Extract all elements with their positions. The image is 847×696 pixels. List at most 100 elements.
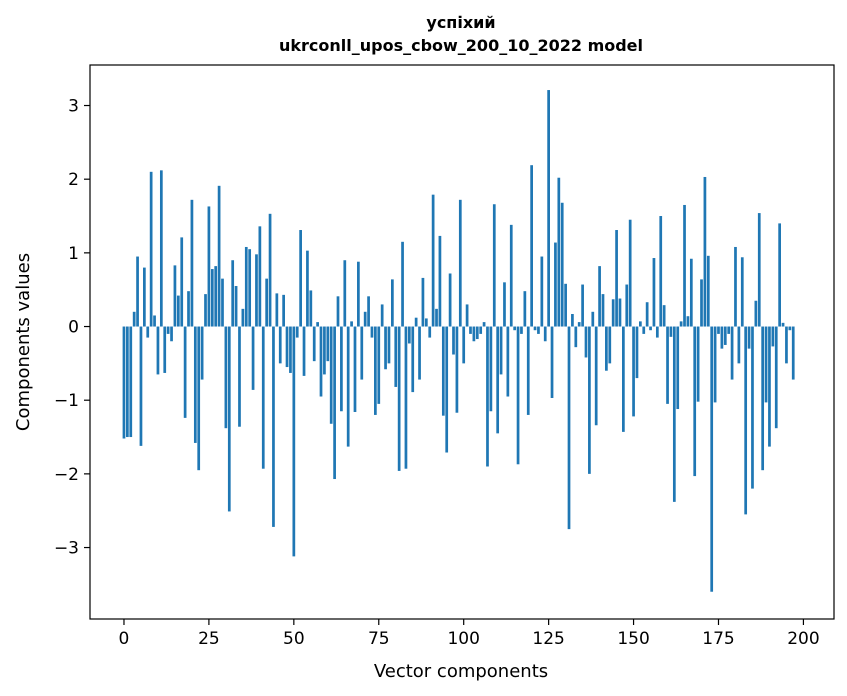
bar: [380, 304, 384, 327]
bar: [272, 326, 275, 527]
bar: [771, 326, 775, 347]
bar: [482, 322, 486, 327]
bar: [472, 326, 476, 342]
bar: [475, 326, 479, 340]
bar: [391, 279, 394, 327]
bar: [146, 326, 150, 338]
bar: [438, 235, 442, 327]
bar: [299, 230, 302, 327]
bar: [649, 326, 652, 331]
bar: [768, 326, 771, 447]
bar: [316, 322, 319, 327]
bar: [676, 326, 680, 410]
bar: [737, 326, 741, 364]
bar: [329, 326, 333, 424]
bar: [669, 326, 673, 337]
bar: [251, 326, 255, 390]
bar: [377, 326, 381, 404]
x-tick-label: 125: [532, 629, 564, 649]
bar: [217, 185, 221, 327]
x-tick-label: 150: [617, 629, 649, 649]
bar: [319, 326, 323, 397]
bar: [554, 242, 557, 327]
bar: [241, 308, 245, 327]
bar: [689, 258, 693, 327]
bar: [639, 321, 642, 327]
y-tick-label: 3: [68, 97, 79, 117]
bar: [577, 322, 581, 327]
bar: [238, 326, 241, 427]
bar: [496, 326, 500, 434]
bar: [540, 256, 544, 327]
chart-title: успіхий: [426, 13, 495, 32]
bar: [591, 311, 595, 327]
bar: [421, 277, 425, 327]
bar: [166, 326, 170, 334]
bar: [740, 257, 744, 327]
bar: [622, 326, 625, 432]
bar: [323, 326, 326, 375]
bar: [302, 326, 306, 376]
bar: [584, 326, 588, 358]
bar: [547, 90, 550, 327]
bar: [214, 266, 218, 327]
bar: [754, 300, 758, 327]
bar: [727, 326, 731, 334]
bar: [143, 267, 146, 327]
y-tick-label: −1: [54, 391, 79, 411]
bar: [666, 326, 669, 404]
y-axis-label: Components values: [13, 253, 34, 431]
x-axis-ticks: 0 25 50 75 100 125 150 175 200: [119, 619, 820, 649]
bar: [448, 273, 452, 327]
bar: [683, 204, 686, 327]
bar: [210, 269, 214, 327]
bar: [418, 326, 421, 380]
bar: [469, 326, 472, 334]
bar: [744, 326, 748, 515]
bar: [404, 326, 408, 469]
bar: [730, 326, 734, 380]
bar: [523, 291, 527, 327]
y-tick-label: −3: [54, 539, 79, 559]
bar: [679, 321, 683, 327]
bar: [571, 314, 574, 327]
bar: [550, 326, 554, 398]
bar: [713, 326, 717, 403]
bar: [700, 279, 703, 327]
bar: [774, 326, 778, 429]
bar: [255, 254, 258, 327]
bar: [632, 326, 635, 417]
bar: [516, 326, 520, 465]
x-axis-label: Vector components: [374, 661, 548, 682]
bar: [224, 326, 228, 429]
bar: [533, 326, 537, 331]
bar: [261, 326, 265, 469]
bar: [509, 224, 513, 327]
bar: [696, 326, 700, 402]
bar: [136, 256, 139, 327]
bar: [367, 296, 370, 327]
bar: [244, 246, 248, 327]
bar: [387, 326, 391, 364]
bar: [129, 326, 133, 438]
bar: [414, 317, 418, 327]
bar: [441, 326, 445, 416]
bar: [333, 326, 336, 480]
bar: [486, 326, 489, 467]
bar: [407, 326, 411, 344]
bar: [346, 326, 350, 447]
bar: [193, 326, 197, 443]
bar: [635, 326, 639, 379]
bar: [662, 305, 666, 327]
x-tick-label: 100: [447, 629, 479, 649]
bar: [615, 230, 618, 327]
bar: [778, 223, 781, 327]
bar: [258, 226, 262, 327]
bar: [282, 294, 285, 327]
bar: [357, 261, 360, 327]
plot-area-frame: [89, 64, 835, 620]
bar: [693, 326, 697, 477]
bar: [734, 246, 737, 327]
bar: [200, 326, 204, 380]
